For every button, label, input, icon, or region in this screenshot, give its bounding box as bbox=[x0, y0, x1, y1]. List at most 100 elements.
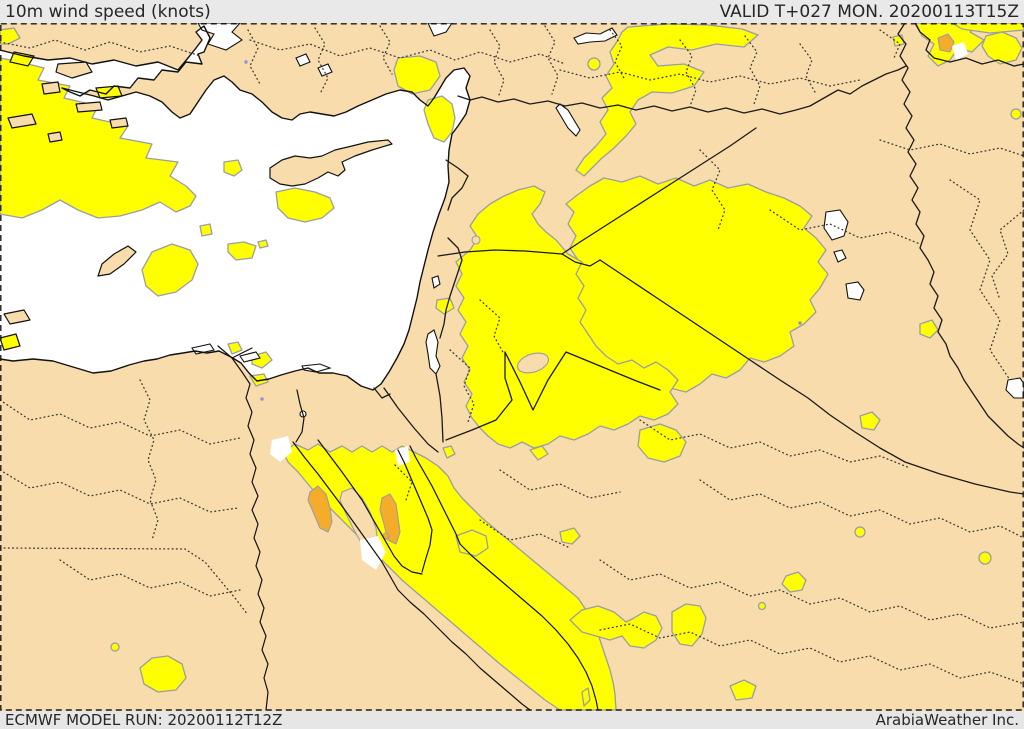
admin-line bbox=[879, 29, 901, 59]
admin-line bbox=[599, 559, 1024, 629]
van-area-patch bbox=[587, 57, 601, 71]
lake-small-iraq bbox=[833, 249, 847, 263]
admin-line bbox=[949, 179, 1011, 381]
admin-line bbox=[139, 379, 159, 541]
jordan-saudi-border bbox=[445, 351, 661, 441]
lake-tuz bbox=[555, 103, 581, 137]
small-patch-570 bbox=[559, 527, 581, 545]
top-edge-strip bbox=[951, 23, 1024, 34]
jordan-hole bbox=[516, 352, 550, 374]
admin-line bbox=[479, 519, 571, 549]
sea-patch-3 bbox=[257, 239, 269, 249]
red-sea-east-coast bbox=[459, 543, 599, 711]
corner-wind-patch bbox=[0, 27, 21, 45]
admin-line bbox=[449, 349, 475, 423]
saudi-blob-d bbox=[729, 679, 757, 701]
island-yellow-sw bbox=[0, 333, 21, 351]
admin-line bbox=[394, 464, 413, 501]
aegean-island-3 bbox=[41, 81, 61, 95]
red-sea-white-patch bbox=[360, 536, 386, 570]
admin-line bbox=[479, 299, 505, 355]
syria-jordan-border bbox=[437, 249, 563, 257]
nile-river bbox=[217, 345, 269, 711]
sea-patch-2 bbox=[227, 241, 257, 261]
model-run-label: ECMWF MODEL RUN: 20200112T12Z bbox=[5, 711, 283, 729]
central-turkey-wind-region bbox=[575, 23, 759, 177]
jordan-rift-border bbox=[435, 237, 463, 443]
rhodes-island bbox=[97, 245, 137, 277]
saudi-blob-c bbox=[781, 571, 807, 593]
jordan-small-patch bbox=[435, 297, 455, 315]
iran-azerbaijan-border bbox=[914, 23, 1024, 67]
saudi-dot-2 bbox=[854, 526, 866, 538]
aegean-wind-region bbox=[0, 57, 197, 219]
admin-line bbox=[639, 419, 911, 469]
admin-line bbox=[991, 209, 1024, 301]
egypt-israel-border bbox=[373, 387, 439, 453]
northwest-iran-patch bbox=[981, 31, 1023, 65]
suez-head-white bbox=[270, 436, 292, 462]
admin-line bbox=[59, 559, 241, 597]
iraq-dot-1 bbox=[859, 411, 881, 431]
aegean-island-2 bbox=[55, 61, 93, 79]
saudi-wind-patch bbox=[637, 423, 687, 463]
valid-time-label: VALID T+027 MON. 20200113T15Z bbox=[719, 1, 1019, 22]
city-marker-layer bbox=[244, 60, 802, 401]
gulf-sliver-east bbox=[1005, 377, 1024, 399]
west-cyprus-patch bbox=[223, 159, 243, 177]
aegean-island-7 bbox=[109, 117, 129, 129]
egypt-south-patch bbox=[139, 655, 187, 693]
southwest-turkey-patch bbox=[393, 55, 441, 95]
wind-hole-layer bbox=[339, 235, 550, 555]
cyprus-island bbox=[269, 139, 393, 187]
sinai-north-dot bbox=[442, 445, 456, 459]
iran-dot-1 bbox=[919, 319, 939, 339]
suez-canal bbox=[295, 389, 305, 443]
gulf-of-aqaba-east-coast bbox=[409, 445, 461, 545]
sea-patch-1 bbox=[199, 223, 213, 237]
coastline-layer bbox=[0, 25, 599, 711]
gulf-of-suez-east-coast bbox=[317, 439, 423, 575]
admin-line bbox=[544, 25, 559, 95]
lebanon-border bbox=[445, 159, 469, 211]
admin-line bbox=[769, 209, 921, 245]
attribution-label: ArabiaWeather Inc. bbox=[875, 711, 1019, 729]
island-sw-1 bbox=[3, 309, 31, 325]
lake-van bbox=[573, 27, 618, 45]
red-sea-west-coast bbox=[397, 589, 531, 711]
admin-line bbox=[247, 29, 261, 85]
delta-patch-1 bbox=[227, 341, 243, 355]
admin-border-layer bbox=[0, 25, 1024, 685]
black-sea-inlet bbox=[427, 23, 453, 37]
map-title: 10m wind speed (knots) bbox=[5, 1, 211, 22]
map-frame bbox=[0, 23, 1024, 711]
city-dot bbox=[798, 321, 802, 325]
admin-line bbox=[679, 39, 697, 107]
aegean-island-8 bbox=[47, 131, 63, 143]
admin-line bbox=[799, 43, 817, 95]
admin-line bbox=[379, 25, 393, 75]
delta-lagoon-2 bbox=[239, 351, 261, 363]
sea-layer bbox=[0, 23, 470, 390]
saudi-sliver bbox=[581, 687, 591, 707]
island-layer bbox=[3, 51, 393, 325]
saudi-dot-3 bbox=[978, 551, 992, 565]
egypt-small-dot bbox=[110, 642, 120, 652]
city-dot bbox=[244, 60, 248, 64]
lake-tharthar bbox=[823, 209, 849, 241]
aegean-island-6 bbox=[7, 113, 37, 129]
sea-of-galilee bbox=[431, 275, 441, 289]
south-cyprus-wind-region bbox=[275, 187, 335, 223]
iraq-saudi-border bbox=[599, 259, 1024, 495]
admin-line bbox=[559, 69, 861, 87]
gulf-west-strong-wind bbox=[307, 485, 333, 533]
sinai-strong-wind bbox=[379, 493, 401, 545]
east-gulf-patch bbox=[455, 529, 489, 557]
turkey-lake-2 bbox=[317, 63, 333, 77]
aegean-island-5 bbox=[75, 101, 103, 113]
caucasus-strong-wind bbox=[937, 33, 955, 53]
admin-line bbox=[0, 39, 201, 57]
iran-dot-2 bbox=[1010, 108, 1022, 120]
gulf-of-aqaba-west-coast bbox=[397, 449, 433, 573]
